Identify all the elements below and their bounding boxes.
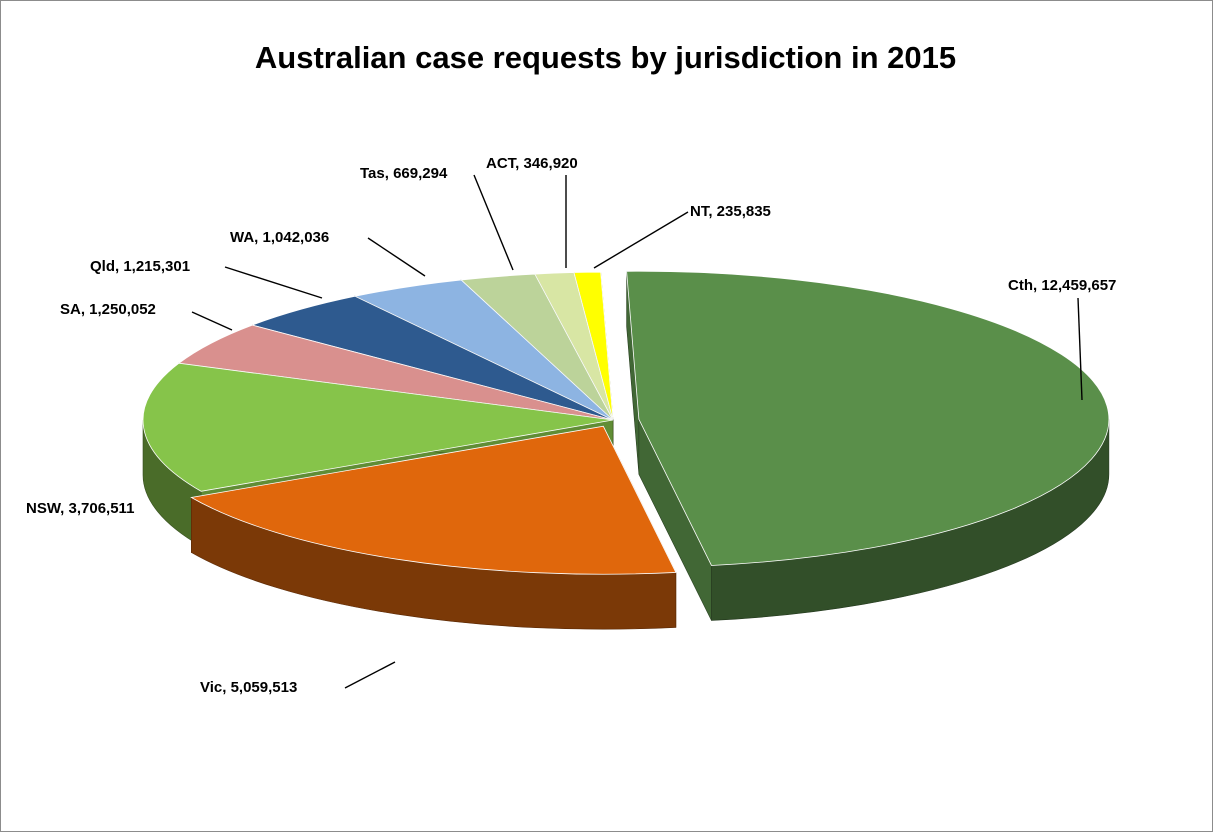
leader-line-qld bbox=[224, 266, 323, 299]
leader-line-nt bbox=[593, 211, 689, 269]
leader-line-wa bbox=[367, 237, 426, 277]
data-labels: Cth, 12,459,657 Vic, 5,059,513 NSW, 3,706,… bbox=[26, 155, 1116, 696]
pie-slice-cth bbox=[626, 270, 1110, 621]
leader-line-cth bbox=[1077, 297, 1083, 401]
data-label-qld: Qld, 1,215,301 bbox=[90, 258, 190, 275]
data-label-nsw: NSW, 3,706,511 bbox=[26, 500, 134, 517]
pie-slice-nsw-top bbox=[142, 362, 614, 492]
data-label-sa: SA, 1,250,052 bbox=[60, 301, 156, 318]
data-label-wa: WA, 1,042,036 bbox=[230, 229, 329, 246]
pie-slice-vic bbox=[190, 425, 677, 630]
leader-line-sa bbox=[191, 311, 233, 331]
pie-slice-vic-top bbox=[190, 425, 677, 575]
chart-title: Australian case requests by jurisdiction… bbox=[254, 40, 957, 75]
data-label-vic: Vic, 5,059,513 bbox=[200, 679, 297, 696]
leader-line-tas bbox=[473, 174, 514, 271]
data-label-act: ACT, 346,920 bbox=[486, 155, 578, 172]
leader-line-vic bbox=[344, 661, 396, 689]
pie-slice-cth-top bbox=[626, 270, 1110, 566]
data-label-nt: NT, 235,835 bbox=[690, 203, 771, 220]
pie-slices bbox=[142, 270, 1110, 630]
data-label-cth: Cth, 12,459,657 bbox=[1008, 277, 1116, 294]
data-label-tas: Tas, 669,294 bbox=[360, 165, 448, 182]
